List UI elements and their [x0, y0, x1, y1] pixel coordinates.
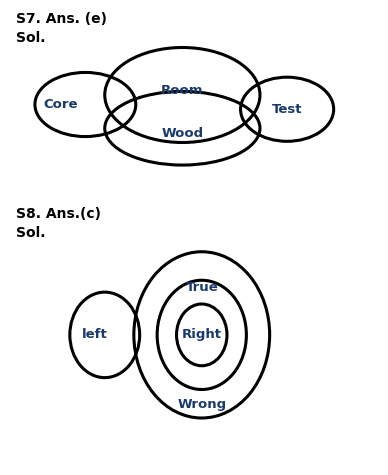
Text: Sol.: Sol. — [16, 31, 45, 45]
Text: Test: Test — [272, 103, 302, 116]
Text: Wrong: Wrong — [177, 398, 226, 411]
Text: Wood: Wood — [161, 127, 203, 141]
Text: S8. Ans.(c): S8. Ans.(c) — [16, 207, 100, 220]
Text: Core: Core — [43, 98, 77, 111]
Text: Sol.: Sol. — [16, 226, 45, 239]
Text: Right: Right — [182, 328, 222, 342]
Text: Room: Room — [161, 84, 204, 97]
Text: S7. Ans. (e): S7. Ans. (e) — [16, 12, 107, 26]
Text: True: True — [185, 281, 218, 294]
Text: left: left — [82, 328, 108, 342]
